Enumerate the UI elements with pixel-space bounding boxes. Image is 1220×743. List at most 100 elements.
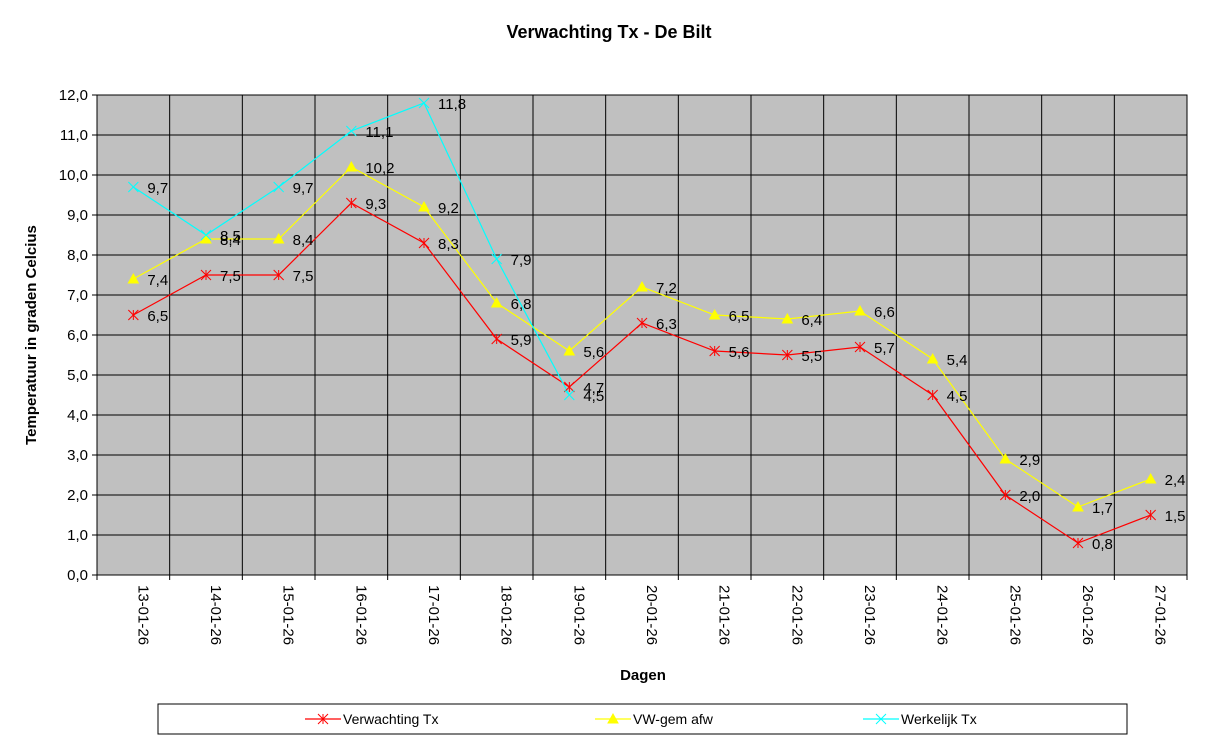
point-vw-gem-afw: [490, 296, 503, 308]
x-tick-label: 20-01-26: [643, 585, 660, 645]
point-verwachting-tx: [563, 381, 575, 393]
data-label-verwachting-tx: 7,5: [220, 268, 241, 285]
legend-item-vw-gem-afw: VW-gem afw: [595, 711, 714, 727]
legend-marker-verwachting-tx: [317, 713, 329, 725]
x-marker-stroke: [345, 125, 357, 137]
data-label-werkelijk-tx: 11,8: [438, 96, 466, 113]
data-label-verwachting-tx: 0,8: [1092, 536, 1113, 553]
data-label-verwachting-tx: 6,3: [656, 316, 677, 333]
legend-marker-vw-gem-afw: [607, 712, 619, 724]
y-tick-label: 4,0: [67, 407, 88, 424]
point-verwachting-tx: [854, 341, 866, 353]
x-tick-label: 23-01-26: [861, 585, 878, 645]
x-tick-label: 17-01-26: [425, 585, 442, 645]
x-tick-label: 16-01-26: [352, 585, 369, 645]
point-vw-gem-afw: [345, 160, 358, 172]
data-label-werkelijk-tx: 8,5: [220, 228, 241, 245]
triangle-marker-shape: [708, 308, 721, 320]
data-label-vw-gem-afw: 8,4: [220, 232, 241, 249]
point-verwachting-tx: [491, 333, 503, 345]
y-tick-label: 12,0: [59, 87, 88, 104]
y-axis-ticks: 0,0 1,0 2,0 3,0 4,0 5,0 6,0 7,0 8,0 9,0 10,0 11,0 12…: [59, 87, 97, 584]
data-label-vw-gem-afw: 7,2: [656, 280, 677, 297]
legend-item-verwachting-tx: Verwachting Tx: [305, 711, 438, 727]
point-verwachting-tx: [1145, 509, 1157, 521]
triangle-marker-shape: [200, 232, 212, 244]
triangle-marker-shape: [490, 296, 503, 308]
x-tick-label: 18-01-26: [498, 585, 515, 645]
point-vw-gem-afw: [1072, 500, 1084, 512]
point-vw-gem-afw: [272, 232, 285, 244]
point-verwachting-tx: [927, 389, 939, 401]
point-vw-gem-afw: [127, 272, 140, 284]
data-label-verwachting-tx: 5,9: [511, 332, 532, 349]
data-label-verwachting-tx: 5,7: [874, 340, 895, 357]
data-label-werkelijk-tx: 11,1: [365, 124, 393, 141]
point-verwachting-tx: [200, 269, 212, 281]
legend-item-werkelijk-tx: Werkelijk Tx: [863, 711, 977, 727]
triangle-marker-shape: [272, 232, 285, 244]
triangle-marker-shape: [418, 200, 430, 212]
triangle-marker-shape: [1144, 472, 1157, 484]
data-label-vw-gem-afw: 7,4: [147, 272, 168, 289]
x-marker-stroke: [200, 229, 212, 241]
data-label-vw-gem-afw: 5,4: [947, 352, 968, 369]
triangle-marker-shape: [781, 312, 794, 324]
point-vw-gem-afw: [854, 304, 866, 316]
x-tick-label: 26-01-26: [1079, 585, 1096, 645]
triangle-marker-shape: [607, 712, 619, 724]
data-label-verwachting-tx: 4,7: [583, 380, 604, 397]
point-vw-gem-afw: [926, 352, 939, 364]
point-vw-gem-afw: [636, 280, 648, 292]
data-label-verwachting-tx: 4,5: [947, 388, 968, 405]
y-tick-label: 7,0: [67, 287, 88, 304]
x-marker-stroke: [127, 181, 139, 193]
y-tick-label: 5,0: [67, 367, 88, 384]
legend-label-werkelijk-tx: Werkelijk Tx: [901, 711, 977, 727]
data-label-vw-gem-afw: 6,4: [801, 312, 822, 329]
data-label-vw-gem-afw: 6,5: [729, 308, 750, 325]
point-werkelijk-tx: [345, 125, 357, 137]
point-werkelijk-tx: [418, 97, 430, 109]
gridlines: [97, 95, 1187, 575]
x-marker-stroke: [563, 389, 575, 401]
x-axis-title: Dagen: [620, 667, 666, 684]
point-vw-gem-afw: [563, 344, 576, 356]
legend: Verwachting Tx VW-gem afw Werkelijk Tx: [157, 703, 1128, 735]
data-label-vw-gem-afw: 8,4: [293, 232, 314, 249]
point-werkelijk-tx: [563, 389, 575, 401]
x-tick-label: 27-01-26: [1152, 585, 1169, 645]
legend-marker-werkelijk-tx: [875, 713, 887, 725]
data-label-vw-gem-afw: 6,6: [874, 304, 895, 321]
x-tick-label: 22-01-26: [788, 585, 805, 645]
data-labels: 6,5 7,5 7,5 9,3 8,3 5,9 4,7 6,3 5,6 5,5 5,7 4,5 2,0 0…: [147, 96, 1185, 553]
data-label-werkelijk-tx: 9,7: [147, 180, 168, 197]
x-tick-label: 13-01-26: [134, 585, 151, 645]
point-verwachting-tx: [127, 309, 139, 321]
x-marker-stroke: [491, 253, 503, 265]
point-verwachting-tx: [418, 237, 430, 249]
data-label-vw-gem-afw: 2,9: [1019, 452, 1040, 469]
point-vw-gem-afw: [418, 200, 430, 212]
triangle-marker-shape: [854, 304, 866, 316]
x-tick-label: 24-01-26: [934, 585, 951, 645]
data-label-verwachting-tx: 9,3: [365, 196, 386, 213]
y-tick-label: 0,0: [67, 567, 88, 584]
x-marker-stroke: [875, 713, 887, 725]
data-label-vw-gem-afw: 6,8: [511, 296, 532, 313]
data-label-verwachting-tx: 7,5: [293, 268, 314, 285]
point-vw-gem-afw: [999, 452, 1012, 464]
data-label-verwachting-tx: 8,3: [438, 236, 459, 253]
x-tick-label: 25-01-26: [1006, 585, 1023, 645]
point-verwachting-tx: [636, 317, 648, 329]
point-werkelijk-tx: [491, 253, 503, 265]
point-verwachting-tx: [1072, 537, 1084, 549]
point-verwachting-tx: [273, 269, 285, 281]
triangle-marker-shape: [636, 280, 648, 292]
x-tick-label: 19-01-26: [570, 585, 587, 645]
y-tick-label: 8,0: [67, 247, 88, 264]
triangle-marker-shape: [127, 272, 140, 284]
point-werkelijk-tx: [127, 181, 139, 193]
triangle-marker-shape: [563, 344, 576, 356]
